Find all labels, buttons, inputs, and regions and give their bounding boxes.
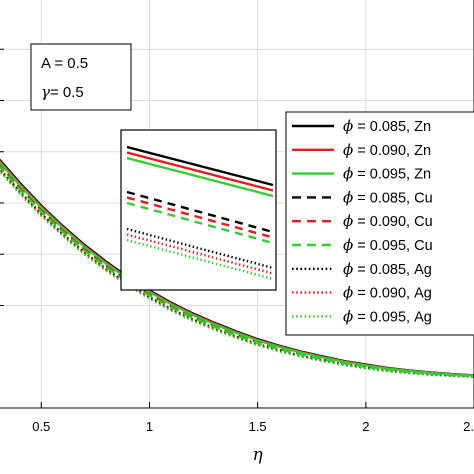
parameter-box-frame [30, 43, 132, 111]
inset-frame [120, 129, 277, 291]
inset-line-1 [126, 151, 274, 192]
legend-entry-6: ϕ = 0.085, Ag [343, 260, 432, 278]
parameter-1: γ= 0.5 [41, 83, 84, 101]
series-line-5 [0, 165, 474, 378]
legend-symbol-5: ϕ [343, 236, 353, 254]
inset-line-8 [126, 238, 274, 281]
parameter-box: A = 0.5γ= 0.5 [30, 43, 132, 111]
parameter-value-0: = 0.5 [50, 55, 88, 72]
parameter-value-1: = 0.5 [50, 84, 84, 101]
x-tick-label-1: 1 [146, 419, 153, 434]
legend-symbol-6: ϕ [343, 260, 353, 278]
inset-line-3 [126, 190, 274, 234]
inset-line-7 [126, 233, 274, 275]
legend: ϕ = 0.085, Znϕ = 0.090, Znϕ = 0.095, Znϕ… [285, 111, 474, 336]
legend-label-2: = 0.095, Zn [353, 167, 431, 183]
legend-entry-1: ϕ = 0.090, Zn [343, 141, 431, 159]
legend-label-5: = 0.095, Cu [353, 238, 432, 254]
legend-label-8: = 0.095, Ag [353, 309, 432, 325]
legend-symbol-0: ϕ [343, 117, 353, 135]
inset-line-2 [126, 156, 274, 198]
legend-entry-5: ϕ = 0.095, Cu [343, 236, 433, 254]
legend-items: ϕ = 0.085, Znϕ = 0.090, Znϕ = 0.095, Znϕ… [292, 117, 433, 325]
legend-entry-8: ϕ = 0.095, Ag [343, 307, 432, 325]
plot-frame [0, 0, 474, 409]
inset-line-4 [126, 196, 274, 239]
x-tick-label-3: 2 [362, 419, 369, 434]
legend-entry-3: ϕ = 0.085, Cu [343, 188, 433, 206]
legend-label-7: = 0.090, Ag [353, 286, 432, 302]
legend-symbol-7: ϕ [343, 284, 353, 302]
inset-line-0 [126, 145, 274, 187]
main-curves [0, 158, 474, 378]
parameter-symbol-0: A [41, 55, 51, 72]
series-line-2 [0, 161, 474, 377]
inset-zoom [120, 129, 277, 291]
x-tick-label-2: 1.5 [249, 419, 267, 434]
legend-label-4: = 0.090, Cu [353, 214, 432, 230]
legend-symbol-2: ϕ [343, 165, 353, 183]
inset-lines [126, 145, 274, 281]
legend-entry-0: ϕ = 0.085, Zn [343, 117, 431, 135]
legend-symbol-1: ϕ [343, 141, 353, 159]
x-axis-label: η [253, 445, 264, 465]
legend-label-0: = 0.085, Zn [353, 119, 431, 135]
legend-entry-2: ϕ = 0.095, Zn [343, 165, 431, 183]
legend-entry-7: ϕ = 0.090, Ag [343, 284, 432, 302]
legend-label-1: = 0.090, Zn [353, 143, 431, 159]
legend-label-6: = 0.085, Ag [353, 262, 432, 278]
parameter-symbol-1: γ [41, 83, 50, 101]
legend-symbol-8: ϕ [343, 307, 353, 325]
legend-label-3: = 0.085, Cu [353, 190, 432, 206]
legend-symbol-4: ϕ [343, 212, 353, 230]
x-tick-label-4: 2. [463, 419, 474, 434]
inset-line-6 [126, 227, 274, 270]
x-tick-label-0: 0.5 [32, 419, 50, 434]
legend-entry-4: ϕ = 0.090, Cu [343, 212, 433, 230]
parameter-0: A = 0.5 [41, 55, 88, 72]
x-ticks: 0.5 1 1.5 2 2. [32, 402, 474, 434]
inset-line-5 [126, 201, 274, 245]
legend-symbol-3: ϕ [343, 188, 353, 206]
